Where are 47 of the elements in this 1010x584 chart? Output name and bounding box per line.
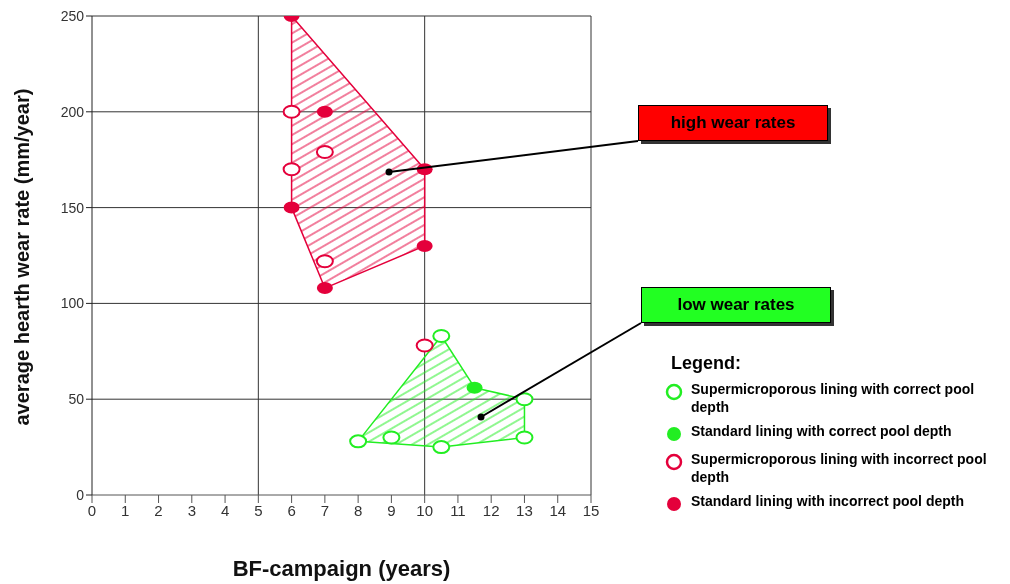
x-tick-label: 6 [287,501,296,519]
x-tick-label: 7 [320,501,330,519]
y-tick-label: 50 [68,391,85,408]
point [283,201,300,214]
legend-title: Legend: [671,353,742,374]
x-tick-label: 9 [387,501,396,519]
x-tick-label: 12 [482,501,500,519]
x-tick-label: 4 [220,501,230,519]
x-tick-label: 3 [187,501,196,519]
point [515,392,534,407]
point [315,254,334,269]
x-tick-label: 5 [254,501,263,519]
legend-label: Supermicroporous lining with correct pool depth [691,380,976,416]
x-tick-label: 0 [87,501,97,519]
y-tick-label: 200 [60,103,85,120]
y-tick-label: 250 [60,7,85,24]
point [515,430,534,445]
y-tick-label: 100 [60,295,85,312]
x-tick-label: 11 [450,501,466,519]
point [282,104,301,119]
x-tick-label: 1 [121,501,130,519]
y-tick-label: 0 [76,486,85,503]
legend-label: Supermicroporous lining with incorrect pool depth [691,450,988,486]
point [416,239,433,252]
y-axis-title: average hearth wear rate (mm/year) [11,88,34,426]
point [382,430,401,445]
x-tick-label: 8 [353,501,363,519]
x-axis-title: BF-campaign (years) [232,556,451,581]
text: low wear rates [641,287,831,323]
x-tick-label: 10 [416,501,434,519]
point [415,338,434,353]
x-tick-label: 15 [582,501,600,519]
y-tick-label: 150 [60,199,85,216]
legend-label: Standard lining with correct pool depth [691,422,953,440]
x-tick-label: 13 [516,501,533,519]
point [282,162,301,177]
point [315,145,334,160]
point [466,381,483,394]
text: high wear rates [638,105,828,141]
point [432,440,451,455]
legend-label: Standard lining with incorrect pool depth [691,492,965,510]
x-tick-label: 14 [549,501,567,519]
point [349,434,368,449]
x-tick-label: 2 [154,501,163,519]
point [432,328,451,343]
point [316,282,333,295]
point [316,105,333,118]
